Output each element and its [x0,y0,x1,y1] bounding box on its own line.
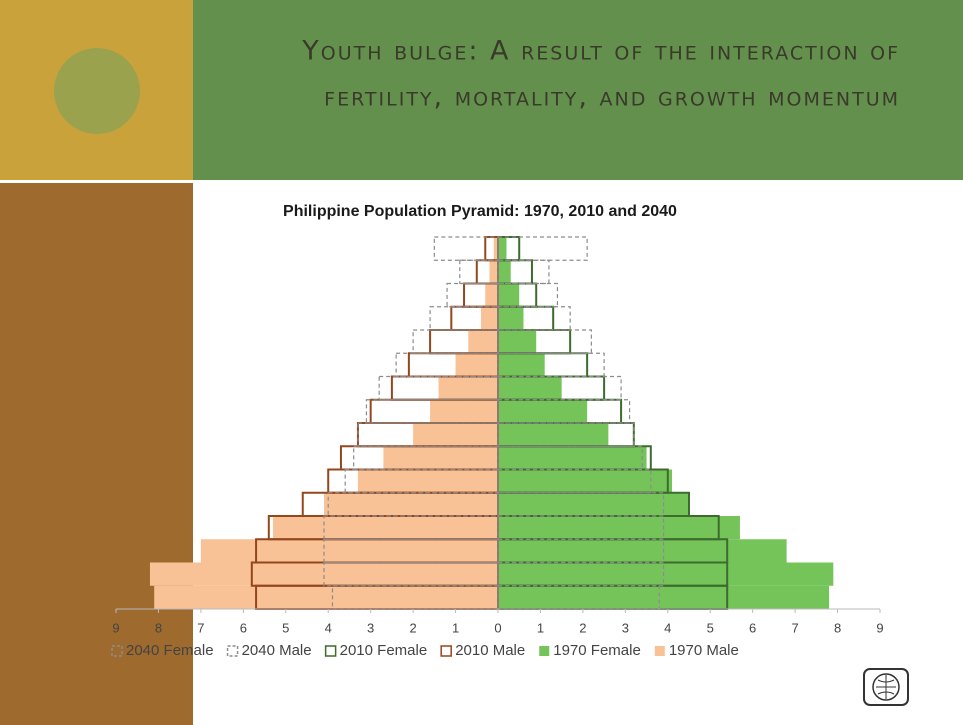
bar [498,423,609,447]
x-tick-label: 2 [409,620,416,635]
bar [383,446,498,470]
brown-column [0,183,193,725]
bar [446,282,499,308]
x-tick-label: 5 [282,620,289,635]
x-tick-label: 4 [664,620,671,635]
bar [497,468,652,494]
legend-swatch [654,646,665,656]
x-tick-label: 5 [707,620,714,635]
x-tick-label: 6 [240,620,247,635]
bar [413,423,498,447]
bar [430,399,498,423]
green-block [193,0,963,180]
x-tick-label: 7 [791,620,798,635]
bar [498,283,520,307]
bar [498,562,834,586]
x-tick-label: 3 [367,620,374,635]
legend-label: 2010 Female [340,642,428,659]
bar [455,353,498,377]
bar [498,446,647,470]
bar [498,585,830,609]
x-tick-label: 0 [494,620,501,635]
bar [498,539,787,563]
bar [497,282,559,308]
bar [497,329,592,354]
bar [357,469,498,493]
x-tick-label: 1 [452,620,459,635]
bar [485,283,498,307]
bar [498,376,562,400]
bar [149,562,498,586]
legend-label: 2040 Female [126,642,214,659]
bar [489,260,498,284]
legend-label: 2010 Male [455,642,525,659]
bar [323,492,498,516]
bar [498,469,673,493]
x-tick-label: 3 [622,620,629,635]
bar [468,330,498,354]
legend-swatch [226,645,239,657]
bar [498,516,740,540]
x-tick-label: 9 [876,620,883,635]
x-tick-label: 8 [834,620,841,635]
bar [273,516,498,540]
chart-title: Philippine Population Pyramid: 1970, 201… [283,203,677,220]
bar [493,237,498,261]
bar [154,585,498,609]
bar [498,306,524,330]
x-tick-label: 9 [112,620,119,635]
bar [497,422,635,447]
bar [498,260,511,284]
bar [498,399,588,423]
x-tick-label: 4 [325,620,332,635]
bar [200,539,498,563]
bar [498,237,507,261]
bar [433,236,499,261]
legend-swatch [111,645,123,657]
x-tick-label: 6 [749,620,756,635]
circle-ornament [54,48,140,134]
slide-title-line: fertility, mortality, and growth momentu… [324,82,900,113]
legend-swatch [440,645,452,657]
legend-label: 1970 Male [669,642,739,659]
legend-swatch [539,646,550,656]
legend-label: 2040 Male [242,642,312,659]
x-tick-label: 8 [155,620,162,635]
bar [498,492,689,516]
logo-icon [863,668,909,706]
x-tick-label: 2 [579,620,586,635]
bar [498,330,537,354]
x-tick-label: 1 [537,620,544,635]
bar [498,353,545,377]
legend-label: 1970 Female [553,642,641,659]
legend-swatch [324,645,337,657]
bar [438,376,498,400]
x-tick-label: 7 [197,620,204,635]
slide-title-line: Youth bulge: A result of the interaction… [301,36,900,67]
bar [481,306,498,330]
